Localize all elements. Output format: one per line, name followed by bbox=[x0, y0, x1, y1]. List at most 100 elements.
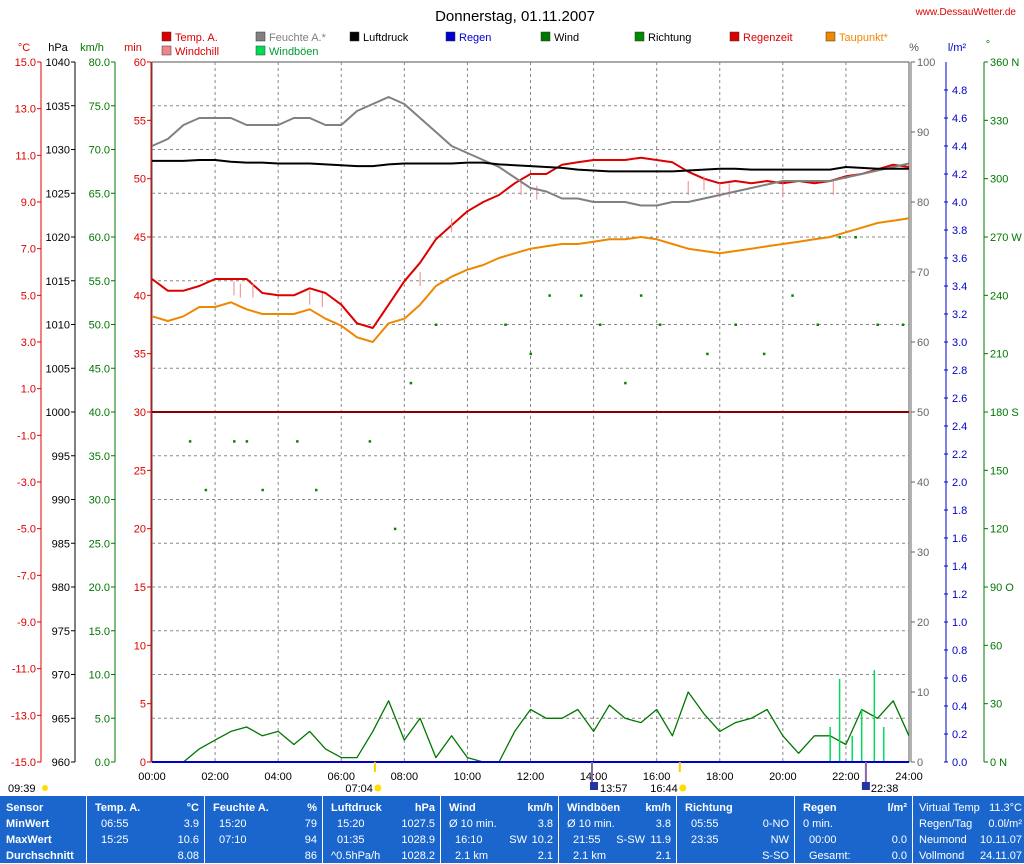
temp-tick: 5.0 bbox=[21, 290, 36, 302]
direction-point bbox=[233, 440, 236, 443]
pressure-tick: 965 bbox=[52, 713, 70, 725]
gust-unit: km/h bbox=[645, 802, 671, 814]
gust-header: Windböen bbox=[567, 802, 621, 814]
min-label: MinWert bbox=[6, 818, 50, 830]
avg-label: Durchschnitt bbox=[6, 850, 74, 862]
direction-tick: 150 bbox=[990, 465, 1008, 477]
wind-tick: 30.0 bbox=[89, 495, 110, 507]
rain-unit: l/m² bbox=[948, 42, 967, 54]
press-min-time: 15:20 bbox=[337, 818, 365, 830]
legend-swatch bbox=[540, 31, 551, 42]
hum-max-time: 07:10 bbox=[219, 834, 247, 846]
rain-total-label: Gesamt: bbox=[809, 850, 851, 862]
sun-icon bbox=[374, 784, 382, 792]
press-header: Luftdruck bbox=[331, 802, 382, 814]
time-tick: 20:00 bbox=[769, 771, 797, 783]
direction-tick: 120 bbox=[990, 524, 1008, 536]
humidity-tick: 70 bbox=[917, 267, 929, 279]
dir-max-val: NW bbox=[770, 834, 789, 846]
time-tick: 22:00 bbox=[832, 771, 860, 783]
legend-swatch bbox=[161, 45, 172, 56]
temp-tick: -5.0 bbox=[17, 524, 36, 536]
temp-unit: °C bbox=[18, 42, 30, 54]
pressure-tick: 960 bbox=[52, 757, 70, 769]
legend-label: Temp. A. bbox=[175, 32, 218, 44]
legend-swatch bbox=[825, 31, 836, 42]
legend-swatch bbox=[161, 31, 172, 42]
series-temp-a- bbox=[151, 156, 910, 329]
temp-max-val: 10.6 bbox=[177, 834, 199, 846]
gust-max-val: 11.9 bbox=[650, 834, 671, 846]
stats-panel: Sensor MinWert MaxWert Durchschnitt Temp… bbox=[0, 796, 1024, 863]
rain-tick: 0.0 bbox=[952, 757, 967, 769]
legend-swatch bbox=[255, 31, 266, 42]
legend-label: Taupunkt* bbox=[839, 32, 889, 44]
direction-point bbox=[734, 323, 738, 326]
moon-icon bbox=[42, 785, 48, 791]
temp-min-val: 3.9 bbox=[183, 818, 199, 830]
legend-swatch bbox=[445, 31, 456, 42]
direction-point bbox=[791, 294, 794, 297]
rain-tick: 3.8 bbox=[952, 225, 967, 237]
axis-ticks: 15.0 13.0 11.0 9.0 7.0 5.0 3.0 1.0 -1.0 -3.0 -5.0 -… bbox=[11, 57, 1022, 769]
wind-tick: 45.0 bbox=[89, 363, 110, 375]
direction-point bbox=[434, 323, 438, 326]
sunset-time: 16:44 bbox=[650, 783, 678, 795]
moon-phase-icon bbox=[861, 782, 870, 790]
minutes-tick: 25 bbox=[134, 465, 146, 477]
wind-max-val: 10.2 bbox=[531, 834, 553, 846]
minutes-tick: 20 bbox=[134, 524, 146, 536]
wind-avg-val: 3.8 bbox=[537, 818, 553, 830]
series-luftdruck bbox=[152, 159, 909, 173]
minutes-tick: 50 bbox=[134, 174, 146, 186]
time-tick: 04:00 bbox=[264, 771, 292, 783]
stats-wind: Wind km/h Ø 10 min. 3.8 16:10 SW 10.2 2.1 km… bbox=[440, 796, 559, 863]
wind-header: Wind bbox=[449, 802, 476, 814]
rain-tick: 1.8 bbox=[952, 505, 967, 517]
minutes-tick: 40 bbox=[134, 290, 146, 302]
moonrise-time: 13:57 bbox=[600, 783, 628, 795]
direction-point bbox=[639, 294, 643, 297]
temp-tick: -9.0 bbox=[17, 617, 36, 629]
moon2-time: 22:38 bbox=[871, 783, 899, 795]
vt-val: 11.3°C bbox=[989, 802, 1022, 814]
legend-swatch bbox=[349, 31, 360, 42]
temp-header: Temp. A. bbox=[95, 802, 141, 814]
rain-tick: 1.0 bbox=[952, 617, 967, 629]
stats-pressure: Luftdruck hPa 15:20 1027.5 01:35 1028.9 ^0.… bbox=[322, 796, 441, 863]
legend-label: Wind bbox=[554, 32, 579, 44]
direction-point bbox=[624, 381, 627, 385]
rain-unit: l/m² bbox=[887, 802, 907, 814]
wind-tick: 0.0 bbox=[95, 757, 110, 769]
dir-min-time: 05:55 bbox=[691, 818, 719, 830]
legend-label: Windchill bbox=[175, 46, 219, 58]
direction-point bbox=[598, 323, 602, 326]
minutes-tick: 55 bbox=[134, 115, 146, 127]
temp-tick: 7.0 bbox=[21, 244, 36, 256]
wind-tick: 80.0 bbox=[89, 57, 110, 69]
direction-point bbox=[368, 440, 372, 443]
direction-point bbox=[876, 323, 879, 326]
stats-labels: Sensor MinWert MaxWert Durchschnitt bbox=[0, 796, 86, 863]
direction-point bbox=[762, 352, 766, 356]
temp-tick: -7.0 bbox=[17, 570, 36, 582]
direction-tick: 240 bbox=[990, 290, 1008, 302]
stats-rain: Regen l/m² 0 min. 00:00 0.0 Gesamt: 0.0 bbox=[794, 796, 913, 863]
hum-avg-val: 86 bbox=[304, 850, 317, 862]
moon-phase-icon bbox=[590, 782, 599, 790]
full-moon-val: 24.11.07 bbox=[979, 850, 1022, 862]
series-layer bbox=[151, 96, 910, 763]
pressure-tick: 1020 bbox=[46, 232, 70, 244]
gust-max-time: 21:55 bbox=[573, 834, 601, 846]
time-tick: 12:00 bbox=[517, 771, 545, 783]
site-link[interactable]: www.DessauWetter.de bbox=[915, 7, 1017, 18]
wind-tick: 60.0 bbox=[89, 232, 110, 244]
wind-tick: 20.0 bbox=[89, 582, 110, 594]
press-unit: hPa bbox=[414, 802, 435, 814]
time-tick: 16:00 bbox=[643, 771, 671, 783]
rain-tick: 2.8 bbox=[952, 365, 967, 377]
direction-point bbox=[706, 352, 709, 356]
series-taupunkt- bbox=[151, 217, 910, 343]
hum-min-val: 79 bbox=[304, 818, 317, 830]
temp-unit: °C bbox=[186, 802, 199, 814]
